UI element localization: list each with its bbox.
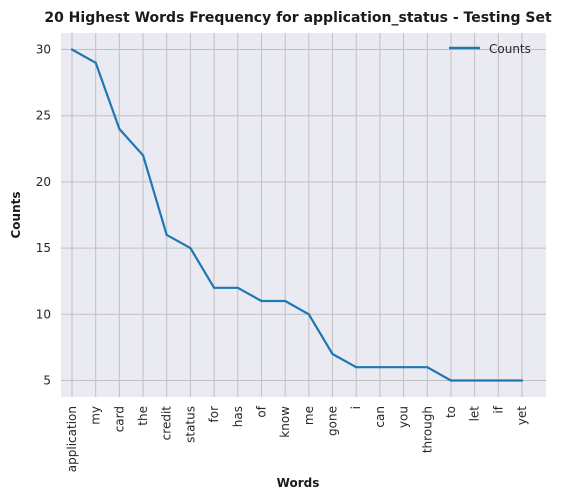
y-tick-label: 20 [36,175,51,189]
y-tick-label: 15 [36,241,51,255]
y-tick-label: 25 [36,109,51,123]
x-tick-label: status [183,406,197,443]
y-tick-label: 30 [36,43,51,57]
data-point [118,127,121,131]
data-point [520,379,524,382]
x-tick-label: yet [515,406,529,425]
series-line-counts [70,48,524,382]
legend-label-counts: Counts [489,42,531,56]
data-point [426,366,429,369]
data-point [378,366,381,369]
grid-lines [61,33,546,397]
data-point [497,379,500,382]
chart-title: 20 Highest Words Frequency for applicati… [44,10,552,26]
x-tick-label: let [468,406,482,422]
data-point [473,379,476,382]
plot-area [61,33,546,397]
x-tick-label: of [254,405,268,417]
legend: Counts [449,42,531,56]
y-tick-label: 10 [36,307,51,321]
x-axis-ticks: application my card the credit status for has of… [65,405,529,472]
x-tick-label: has [231,406,245,427]
data-point [165,233,168,236]
data-point [213,286,216,289]
data-point [355,366,358,369]
data-point [70,48,74,51]
data-point [449,379,453,382]
data-point [307,313,310,316]
x-tick-label: my [89,406,103,425]
x-tick-label: the [136,406,150,426]
x-tick-label: can [373,406,387,428]
data-point [189,246,192,250]
data-point [260,299,263,303]
x-tick-label: know [278,406,292,438]
y-tick-label: 5 [43,373,51,387]
data-point [236,286,239,289]
x-tick-label: i [349,406,363,409]
x-tick-label: you [397,406,411,428]
x-tick-label: for [207,406,221,423]
x-tick-label: credit [160,406,174,441]
y-axis-label: Counts [9,191,23,238]
data-point [94,61,97,64]
data-point [402,366,405,369]
series-points [70,48,524,382]
data-point [284,299,287,303]
x-tick-label: through [420,406,434,453]
x-tick-label: if [491,405,505,413]
x-tick-label: gone [326,406,340,436]
x-tick-label: me [302,406,316,425]
x-axis-label: Words [277,476,320,490]
data-point [141,154,145,157]
x-tick-label: card [112,406,126,432]
data-point [331,352,334,356]
x-tick-label: to [444,406,458,418]
y-axis-ticks: 5 10 15 20 25 30 [36,43,51,388]
x-tick-label: application [65,406,79,472]
